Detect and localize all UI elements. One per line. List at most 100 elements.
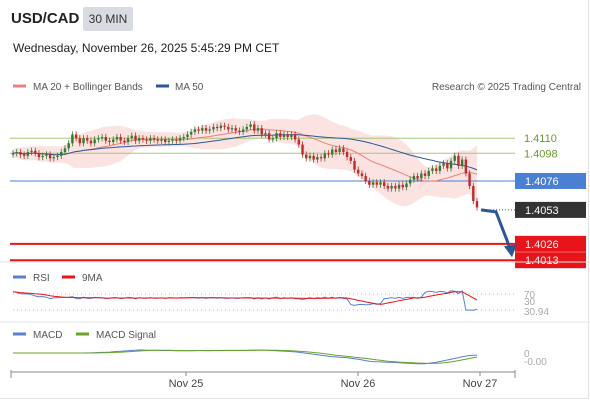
- candle-body: [416, 175, 419, 179]
- forecast-arrow-head: [504, 244, 517, 258]
- candle-body: [412, 175, 416, 180]
- candle-body: [41, 155, 44, 158]
- candle-body: [271, 138, 275, 140]
- candle-body: [238, 130, 241, 132]
- candle-body: [293, 134, 297, 140]
- candle-body: [364, 175, 367, 181]
- rsi-9ma-line: [12, 291, 478, 305]
- level-label-1.4110: 1.4110: [524, 133, 557, 145]
- candle-body: [464, 159, 468, 174]
- candle-body: [438, 165, 442, 171]
- level-tag-1.4013: [515, 252, 586, 269]
- candle-body: [30, 150, 33, 153]
- candle-body: [82, 138, 85, 144]
- candle-body: [319, 157, 323, 159]
- candle-body: [345, 152, 349, 158]
- candle-body: [468, 173, 471, 186]
- candle-body: [457, 155, 460, 166]
- candle-body: [134, 135, 137, 141]
- candle-body: [460, 159, 464, 166]
- candle-body: [249, 124, 252, 127]
- candle-body: [56, 155, 59, 158]
- x-tick-label: Nov 26: [341, 378, 376, 390]
- candle-body: [449, 160, 453, 169]
- legend-macd-signal: MACD Signal: [96, 330, 156, 341]
- candle-body: [434, 168, 438, 171]
- candle-body: [453, 155, 456, 161]
- candle-body: [371, 182, 375, 185]
- level-label-1.4076: 1.4076: [525, 176, 559, 188]
- candle-body: [138, 138, 141, 141]
- level-label-1.4098: 1.4098: [524, 148, 558, 160]
- candle-body: [215, 126, 219, 129]
- candle-body: [219, 125, 223, 129]
- candle-body: [26, 152, 30, 156]
- candle-body: [112, 139, 115, 142]
- level-tag-1.4076: [515, 172, 586, 189]
- candle-body: [301, 144, 304, 155]
- timeframe-badge[interactable]: 30 MIN: [83, 7, 133, 31]
- candle-body: [264, 133, 267, 135]
- macd-signal-line: [13, 349, 478, 364]
- candle-body: [357, 169, 360, 174]
- candle-body: [34, 150, 37, 154]
- candle-body: [379, 182, 382, 185]
- candle-body: [48, 154, 52, 159]
- ma50-line: [12, 134, 478, 171]
- candle-body: [241, 129, 245, 132]
- candle-body: [431, 168, 434, 171]
- legend-macd: MACD: [33, 330, 62, 341]
- candle-body: [353, 160, 356, 170]
- candle-body: [100, 136, 104, 139]
- candle-body: [52, 157, 56, 159]
- candle-body: [156, 139, 159, 141]
- candle-body: [178, 138, 182, 141]
- rsi-tick-30: 30: [524, 297, 536, 308]
- candle-body: [323, 153, 327, 159]
- candle-body: [349, 157, 352, 161]
- candle-body: [149, 138, 152, 141]
- candle-body: [234, 128, 237, 131]
- candle-body: [267, 133, 271, 140]
- candle-body: [279, 133, 282, 137]
- candle-body: [386, 186, 390, 189]
- level-tag-1.4026: [515, 235, 586, 252]
- symbol-title: USD/CAD: [11, 10, 80, 27]
- candle-body: [338, 148, 341, 153]
- candle-body: [130, 135, 133, 139]
- candle-body: [115, 136, 119, 140]
- candle-body: [275, 133, 278, 139]
- candle-body: [186, 134, 189, 137]
- candle-body: [22, 154, 26, 156]
- candle-body: [204, 128, 208, 131]
- candle-body: [201, 128, 204, 131]
- bollinger-band: [13, 114, 477, 207]
- candle-body: [390, 186, 393, 189]
- timestamp: Wednesday, November 26, 2025 5:45:29 PM …: [13, 41, 280, 55]
- candle-body: [394, 186, 397, 189]
- candle-body: [167, 140, 171, 142]
- candle-body: [245, 126, 249, 130]
- forecast-arrow-shaft: [480, 208, 512, 249]
- candle-body: [97, 138, 100, 140]
- candle-body: [334, 149, 338, 153]
- candle-body: [171, 139, 174, 141]
- level-label-1.4026: 1.4026: [525, 239, 559, 251]
- candle-body: [331, 149, 334, 155]
- candle-body: [423, 173, 427, 176]
- legend-9ma: 9MA: [82, 273, 103, 284]
- candle-body: [74, 134, 78, 139]
- current-price-tag: [515, 201, 586, 218]
- candle-body: [208, 129, 211, 131]
- x-tick-label: Nov 27: [463, 378, 498, 390]
- candle-body: [308, 155, 312, 159]
- candle-body: [119, 136, 122, 141]
- rsi-last-value: 30.94: [524, 307, 549, 318]
- candle-body: [316, 157, 319, 160]
- candle-body: [297, 139, 301, 145]
- candle-body: [427, 170, 430, 176]
- candle-body: [446, 163, 449, 169]
- candle-body: [152, 138, 156, 140]
- candle-body: [305, 154, 308, 159]
